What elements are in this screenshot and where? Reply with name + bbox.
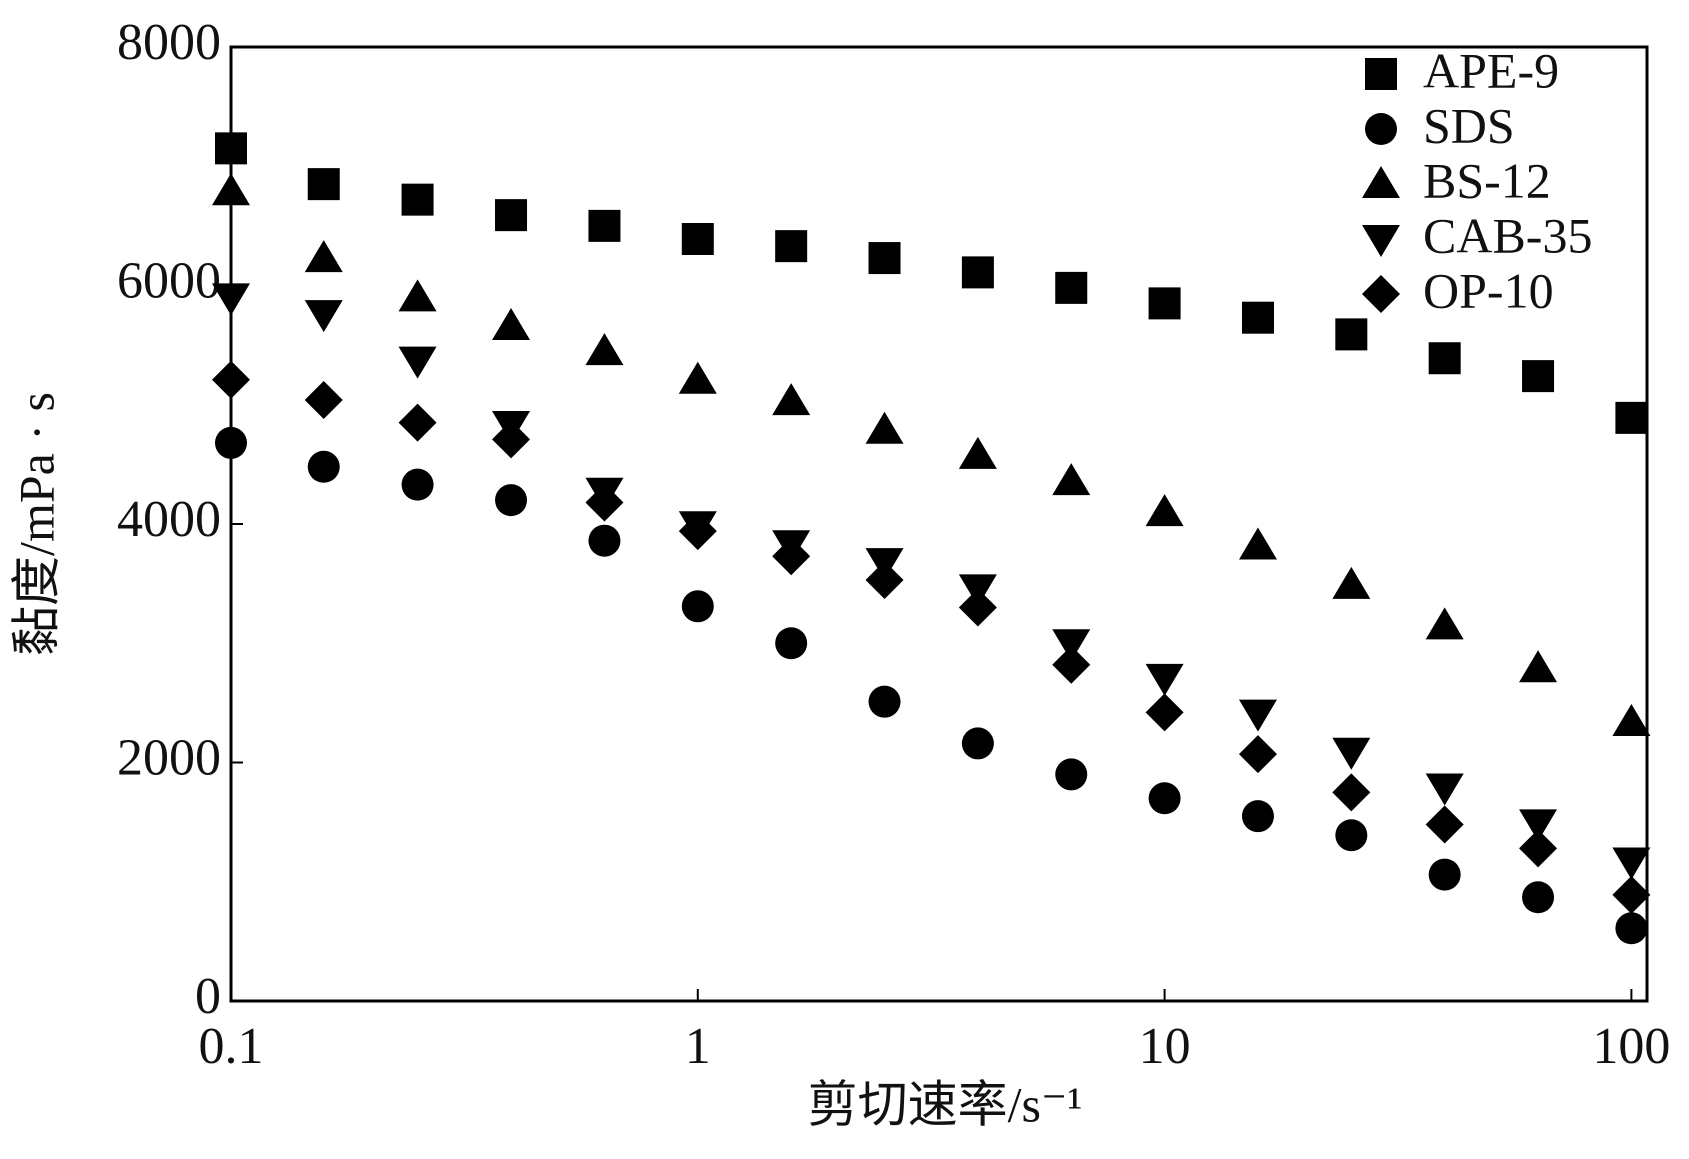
point [307,168,340,201]
y-tick-label: 2000 [117,729,221,786]
point [1241,800,1274,833]
y-tick-label: 8000 [117,14,221,71]
point [1332,773,1371,812]
legend-label: OP-10 [1423,262,1554,318]
point [868,685,901,718]
point [304,240,343,273]
point [1052,629,1091,662]
point [775,230,808,263]
x-tick-label: 1 [685,1018,711,1075]
point [678,361,717,394]
x-tick-label: 0.1 [199,1018,264,1075]
point [401,468,434,501]
point [775,627,808,660]
point [212,283,250,316]
x-tick-label: 10 [1139,1018,1191,1075]
point [1519,829,1558,868]
point [492,308,531,341]
point [961,727,994,760]
point [1428,342,1461,375]
point [1425,773,1464,806]
point [1241,301,1274,334]
point [1055,271,1088,304]
x-tick-label: 100 [1592,1018,1670,1075]
point [1612,703,1651,736]
point [1522,881,1555,914]
point [865,411,904,444]
point [1425,607,1464,640]
point [772,383,811,416]
point [212,360,250,399]
point [1519,650,1558,683]
point [678,512,717,551]
point [1615,401,1648,434]
legend-marker [1362,275,1400,313]
point [1238,699,1277,732]
legend-marker [1365,58,1397,90]
point [1335,318,1368,351]
point [398,279,437,312]
y-tick-label: 4000 [117,491,221,548]
point [868,242,901,275]
point [1238,527,1277,560]
point [1425,805,1464,844]
point [588,524,621,557]
point [1332,566,1371,599]
legend-label: BS-12 [1423,152,1551,208]
point [398,403,437,442]
point [398,346,437,379]
point [492,420,531,459]
point [681,590,714,623]
point [307,450,340,483]
point [958,436,997,469]
point [681,222,714,255]
point [1145,693,1184,732]
point [1052,645,1091,684]
point [1148,782,1181,815]
point [772,537,811,576]
point [1332,737,1371,770]
point [1612,875,1651,914]
point [495,199,528,232]
point [401,183,434,216]
point [865,561,904,600]
y-axis-title: 黏度/mPa · s [8,392,64,656]
point [1145,663,1184,696]
point [1055,758,1088,791]
point [1522,360,1555,393]
legend-label: SDS [1423,97,1515,153]
y-tick-label: 6000 [117,252,221,309]
point [495,484,528,517]
point [215,132,247,165]
y-tick-label: 0 [195,968,221,1025]
point [1612,847,1651,880]
point [304,380,343,419]
point [585,483,624,522]
point [958,588,997,627]
point [304,300,343,333]
legend-marker [1362,166,1400,198]
point [1238,735,1277,774]
point [1519,809,1558,842]
point [1052,463,1091,496]
point [215,426,247,459]
point [961,256,994,289]
point [1335,819,1368,852]
point [1145,494,1184,527]
legend-marker [1362,225,1400,257]
point [1148,287,1181,320]
point [1428,858,1461,891]
point [1615,912,1648,945]
point [588,209,621,242]
legend-marker [1365,113,1397,145]
legend-label: APE-9 [1423,42,1559,98]
x-axis-title: 剪切速率/s⁻¹ [808,1076,1083,1132]
legend-label: CAB-35 [1423,207,1592,263]
point [585,333,624,366]
point [212,173,250,206]
